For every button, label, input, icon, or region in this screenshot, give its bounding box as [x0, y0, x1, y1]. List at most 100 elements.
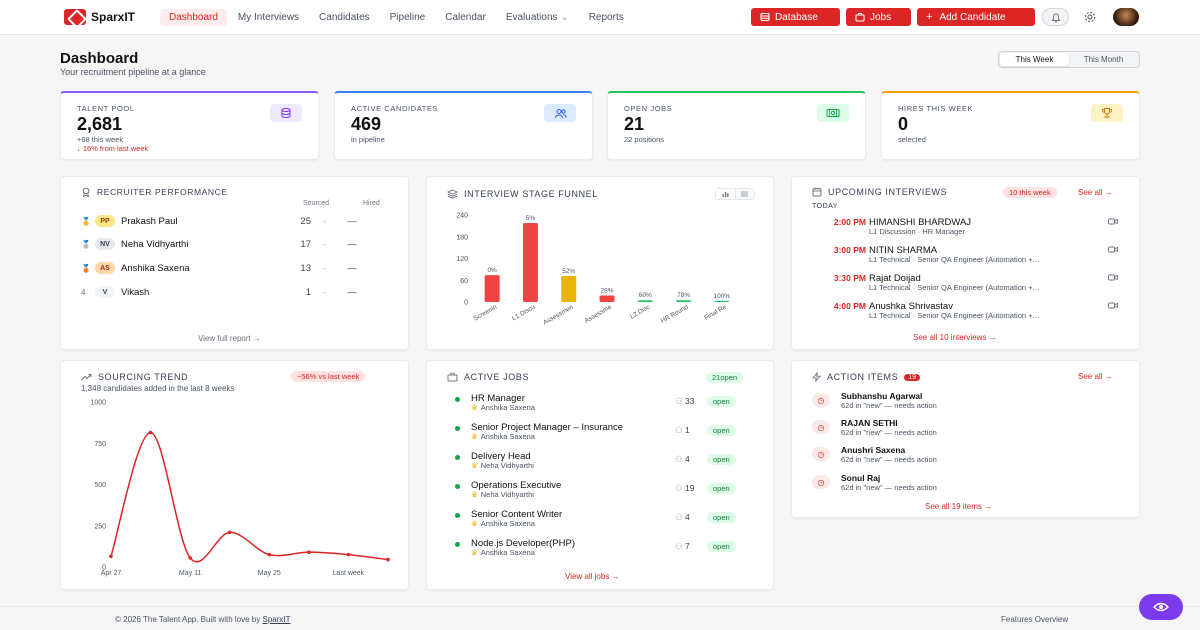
funnel-bar: [484, 275, 500, 302]
see-all-action-items-link[interactable]: See all 19 items →: [925, 502, 993, 511]
bar-chart-view-icon[interactable]: [716, 189, 736, 199]
nav-candidates[interactable]: Candidates: [319, 12, 370, 23]
trend-y-tick: 1000: [90, 400, 106, 407]
action-items-see-all-link[interactable]: See all →: [1078, 372, 1113, 381]
briefcase-icon: [447, 372, 458, 382]
recruiter-row[interactable]: 4 V Vikash 1 → —: [81, 285, 401, 299]
funnel-x-tick: HR Round: [660, 303, 690, 324]
job-title: Senior Project Manager – Insurance: [471, 422, 624, 433]
recruiter-row[interactable]: 🥇 PP Prakash Paul 25 → —: [81, 214, 401, 228]
features-overview-link[interactable]: Features Overview: [1001, 615, 1069, 624]
trend-y-tick: 0: [102, 565, 106, 572]
stat-value: 2,681: [77, 114, 123, 134]
users-icon: ⚇: [675, 454, 683, 464]
stat-card-hires[interactable]: HIRES THIS WEEK 0 selected: [881, 91, 1140, 160]
job-applicant-count: ⚇ 33: [675, 396, 694, 407]
database-button-label: Database: [775, 11, 818, 23]
stat-card-active-candidates[interactable]: ACTIVE CANDIDATES 469 in pipeline: [334, 91, 593, 160]
job-recruiter-name: Neha Vidhyarthi: [480, 490, 534, 499]
day-label: TODAY: [812, 203, 838, 210]
trend-point: [188, 556, 192, 560]
recruiter-rank: 4: [81, 287, 86, 297]
job-title: Delivery Head: [471, 451, 531, 462]
add-candidate-button[interactable]: + Add Candidate: [917, 8, 1035, 26]
gold-medal-icon: 🥇: [81, 216, 91, 226]
nav-reports[interactable]: Reports: [588, 12, 624, 23]
stat-card-open-jobs[interactable]: OPEN JOBS 21 22 positions: [607, 91, 866, 160]
recruiter-initials: NV: [95, 238, 115, 250]
job-recruiter-name: Anshika Saxena: [480, 403, 535, 412]
stat-sub: 22 positions: [624, 135, 665, 144]
nav-dashboard[interactable]: Dashboard: [160, 9, 227, 26]
funnel-data-label: 5%: [526, 215, 536, 222]
recruiter-name: Vikash: [121, 286, 150, 298]
sourcing-trend-chart: 0 250 500 750 1000 Apr 27 May 11 May 25 Last wee…: [90, 400, 390, 577]
funnel-x-tick: Screenin: [472, 303, 498, 322]
funnel-data-label: 0%: [487, 267, 497, 274]
action-items-card: ACTION ITEMS 19 See all → ◷ Subhanshu Ag…: [791, 360, 1140, 518]
video-icon[interactable]: [1108, 274, 1118, 283]
nav-pipeline[interactable]: Pipeline: [389, 12, 426, 23]
footer-copyright-text: © 2026 The Talent App. Built with love b…: [115, 615, 261, 624]
video-icon[interactable]: [1108, 218, 1118, 227]
job-recruiter-name: Anshika Saxena: [480, 548, 535, 557]
interview-time: 3:00 PM: [833, 245, 866, 255]
user-avatar[interactable]: [1113, 8, 1139, 26]
recruiter-hired: —: [347, 215, 357, 227]
sourcing-title: SOURCING TREND: [81, 372, 188, 382]
arrow-right-icon: →: [320, 288, 328, 296]
trend-point: [346, 552, 351, 557]
crown-icon: ♛: [471, 432, 478, 441]
calendar-icon: [812, 187, 822, 197]
footer-brand-link[interactable]: SparxIT: [262, 615, 291, 624]
interviews-count-badge: 10 this week: [1003, 187, 1057, 198]
funnel-y-tick: 120: [456, 256, 468, 263]
recruiter-performance-title: RECRUITER PERFORMANCE: [81, 187, 228, 197]
upcoming-see-all-link[interactable]: See all →: [1078, 188, 1113, 197]
recruiter-performance-title-text: RECRUITER PERFORMANCE: [97, 187, 228, 197]
trend-x-tick: Apr 27: [101, 570, 122, 577]
briefcase-icon: [855, 13, 865, 22]
trophy-icon: [1091, 104, 1123, 122]
nav-evaluations[interactable]: Evaluations ⌄: [497, 9, 578, 26]
database-icon: [760, 12, 770, 22]
funnel-title-text: INTERVIEW STAGE FUNNEL: [464, 189, 598, 199]
funnel-title: INTERVIEW STAGE FUNNEL: [447, 189, 598, 199]
action-candidate-name: RAJAN SETHI: [841, 418, 898, 428]
view-full-report-link[interactable]: View full report →: [198, 334, 261, 343]
brand-logo[interactable]: SparxIT: [64, 9, 135, 25]
interview-stage: L1 Technical · Senior QA Engineer (Autom…: [869, 255, 1040, 264]
bronze-medal-icon: 🥉: [81, 263, 91, 273]
view-all-jobs-link[interactable]: View all jobs →: [565, 572, 620, 581]
status-dot: [455, 484, 460, 489]
video-icon[interactable]: [1108, 246, 1118, 255]
jobs-button[interactable]: Jobs: [846, 8, 911, 26]
preview-fab-button[interactable]: [1139, 594, 1183, 620]
action-candidate-name: Sonul Raj: [841, 473, 881, 483]
crown-icon: ♛: [471, 461, 478, 470]
nav-my-interviews[interactable]: My Interviews: [237, 12, 300, 23]
interview-candidate: Anushka Shrivastav: [869, 301, 953, 312]
stat-card-talent-pool[interactable]: TALENT POOL 2,681 +68 this week ↓ 16% fr…: [60, 91, 319, 160]
recruiter-sourced: 1: [305, 286, 311, 298]
trend-series-line: [110, 431, 389, 563]
video-icon[interactable]: [1108, 302, 1118, 311]
gear-icon[interactable]: [1083, 10, 1097, 24]
active-jobs-title-text: ACTIVE JOBS: [464, 372, 530, 382]
database-button[interactable]: Database: [751, 8, 840, 26]
toggle-this-month[interactable]: This Month: [1083, 55, 1124, 64]
job-applicant-count: ⚇ 7: [675, 541, 690, 552]
nav-calendar[interactable]: Calendar: [445, 12, 486, 23]
toggle-this-week[interactable]: This Week: [1000, 53, 1069, 66]
upcoming-title: UPCOMING INTERVIEWS: [812, 187, 947, 197]
funnel-bar: [676, 300, 692, 302]
job-status-badge: open: [707, 512, 736, 523]
list-view-icon[interactable]: [736, 189, 755, 199]
recruiter-row[interactable]: 🥈 NV Neha Vidhyarthi 17 → —: [81, 237, 401, 251]
status-dot: [455, 426, 460, 431]
nav-links: Dashboard My Interviews Candidates Pipel…: [160, 9, 635, 26]
notifications-button[interactable]: [1042, 8, 1069, 26]
see-all-interviews-link[interactable]: See all 10 interviews →: [913, 333, 997, 342]
status-dot: [455, 513, 460, 518]
recruiter-row[interactable]: 🥉 AS Anshika Saxena 13 → —: [81, 261, 401, 275]
